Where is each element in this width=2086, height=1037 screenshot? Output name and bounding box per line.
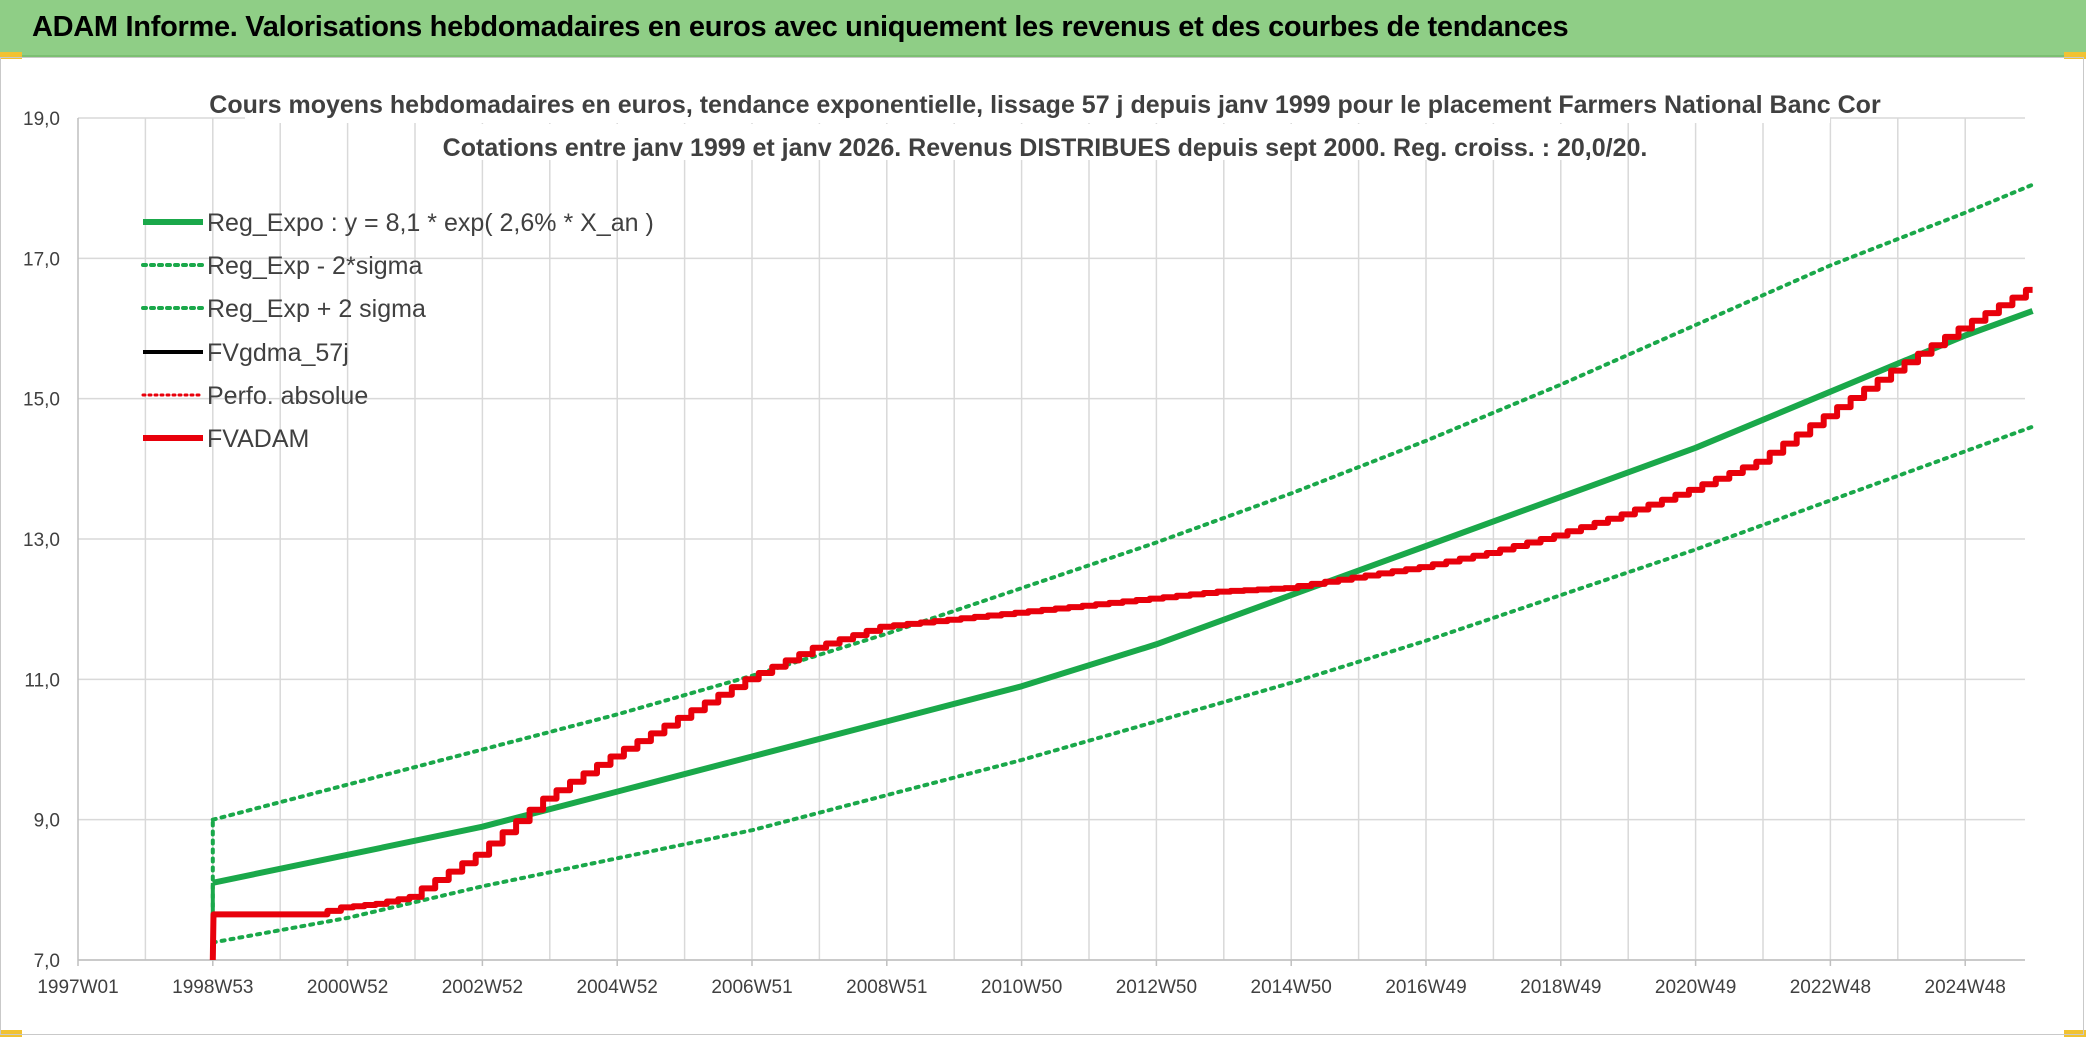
- x-tick-label: 2022W48: [1790, 977, 1871, 998]
- y-tick-label: 9,0: [34, 811, 60, 832]
- chart-series: [209, 182, 2035, 961]
- x-tick-label: 2008W51: [846, 977, 927, 998]
- y-tick-label: 19,0: [23, 109, 60, 130]
- x-tick-label: 2000W52: [307, 977, 388, 998]
- chart-title: Cours moyens hebdomadaires en euros, ten…: [209, 91, 1881, 119]
- x-tick-label: 2014W50: [1251, 977, 1332, 998]
- x-tick-label: 2002W52: [442, 977, 523, 998]
- legend-label-fvgdma: FVgdma_57j: [207, 339, 349, 367]
- series-line-1: [210, 424, 2035, 945]
- series-line-5: [209, 286, 2033, 961]
- x-tick-label: 2012W50: [1116, 977, 1197, 998]
- y-tick-label: 7,0: [34, 951, 60, 972]
- chart-titles: Cours moyens hebdomadaires en euros, ten…: [209, 87, 1881, 162]
- x-tick-label: 2016W49: [1385, 977, 1466, 998]
- corner-marker-bottom-left: [0, 1030, 22, 1037]
- y-tick-label: 13,0: [23, 530, 60, 551]
- x-tick-label: 2004W52: [577, 977, 658, 998]
- chart-legend: Reg_Expo : y = 8,1 * exp( 2,6% * X_an ) …: [141, 209, 654, 453]
- chart-subtitle: Cotations entre janv 1999 et janv 2026. …: [443, 134, 1648, 162]
- chart-axes: 7,0 9,0 11,0 13,0 15,0 17,0 19,0 1997W01 1998W53…: [23, 109, 2025, 998]
- legend-label-fvadam: FVADAM: [207, 425, 309, 453]
- x-tick-label: 2010W50: [981, 977, 1062, 998]
- series-line-2: [210, 182, 2035, 822]
- chart-frame: [0, 57, 2084, 1035]
- x-tick-label: 2006W51: [711, 977, 792, 998]
- legend-label-reg-exp-minus: Reg_Exp - 2*sigma: [207, 252, 422, 280]
- corner-marker-left: [0, 52, 22, 59]
- series-line-0: [212, 308, 2034, 886]
- corner-marker-bottom-right: [2064, 1030, 2086, 1037]
- legend-label-reg-expo: Reg_Expo : y = 8,1 * exp( 2,6% * X_an ): [207, 209, 654, 237]
- x-tick-label: 2020W49: [1655, 977, 1736, 998]
- y-tick-label: 15,0: [23, 390, 60, 411]
- corner-marker-right: [2064, 52, 2086, 59]
- x-tick-label: 1998W53: [172, 977, 253, 998]
- chart-grid: [78, 117, 2025, 961]
- x-tick-label: 2018W49: [1520, 977, 1601, 998]
- legend-label-perfo-absolue: Perfo. absolue: [207, 382, 368, 410]
- header-bar: ADAM Informe. Valorisations hebdomadaire…: [0, 0, 2086, 57]
- x-tick-label: 2024W48: [1925, 977, 2006, 998]
- legend-label-reg-exp-plus: Reg_Exp + 2 sigma: [207, 295, 426, 323]
- y-tick-label: 17,0: [23, 249, 60, 270]
- page-title: ADAM Informe. Valorisations hebdomadaire…: [32, 11, 1569, 43]
- x-tick-label: 1997W01: [37, 977, 118, 998]
- y-tick-label: 11,0: [24, 670, 60, 691]
